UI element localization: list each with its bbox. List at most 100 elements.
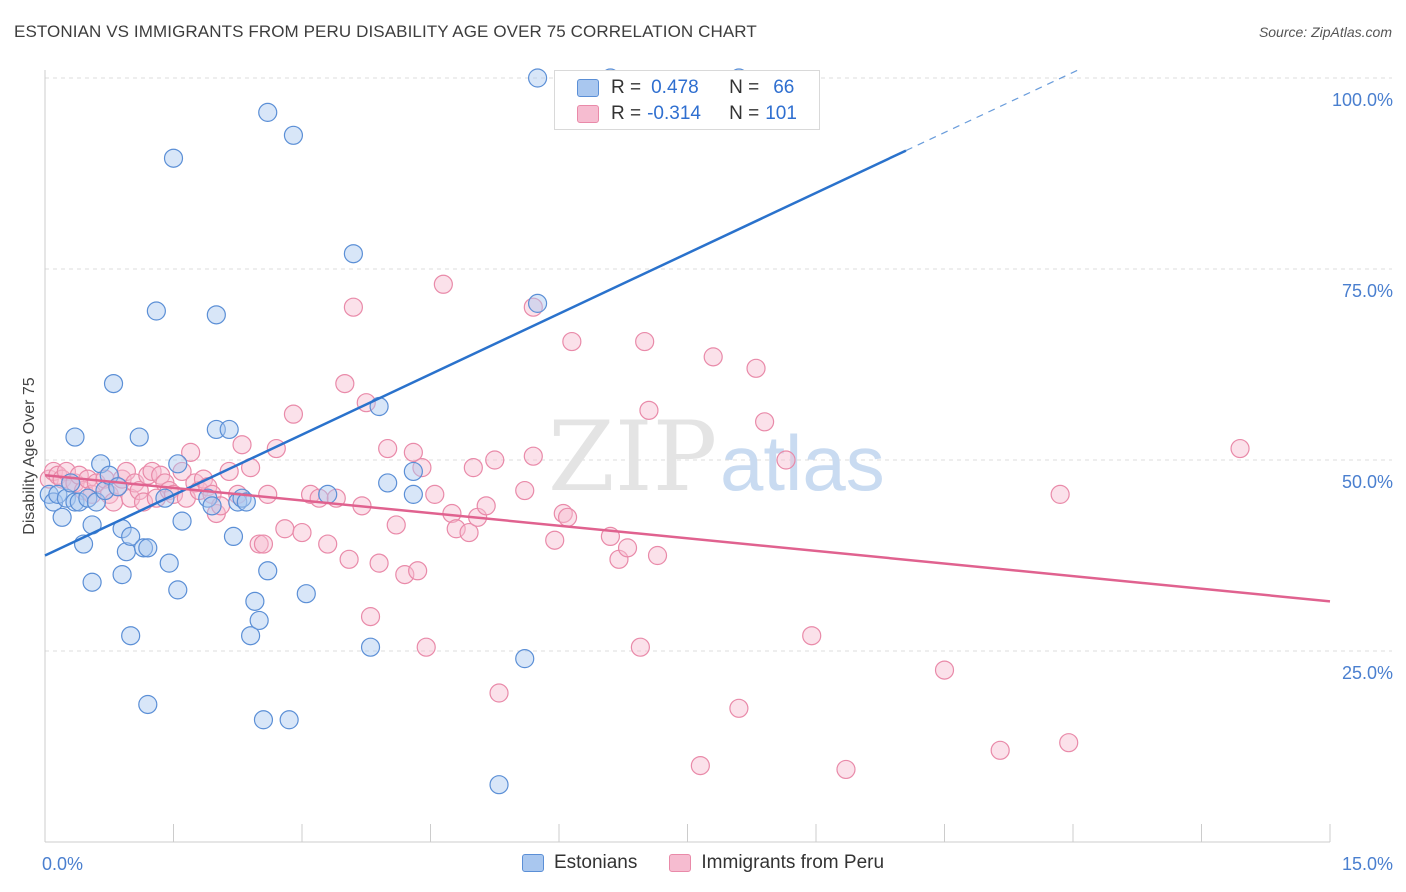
- peru-point: [515, 480, 535, 501]
- peru-point: [635, 331, 655, 352]
- peru-point: [639, 400, 659, 420]
- estonian-point: [65, 427, 85, 447]
- peru-point: [485, 450, 505, 470]
- estonian-point: [219, 419, 239, 440]
- peru-point: [802, 626, 822, 646]
- peru-point: [249, 534, 269, 554]
- estonian-point: [202, 496, 222, 516]
- legend-row-estonians: R = 0.478 N = 66: [577, 75, 794, 101]
- peru-point: [729, 698, 749, 718]
- trend-lines: [44, 69, 1331, 603]
- peru-point: [378, 438, 398, 459]
- peru-point: [386, 515, 406, 535]
- legend-n-label: N =: [729, 77, 760, 98]
- peru-point: [283, 404, 304, 424]
- peru-point: [232, 435, 252, 455]
- peru-point: [523, 446, 543, 466]
- peru-point: [253, 534, 274, 554]
- peru-point: [425, 484, 445, 504]
- correlation-legend: R = 0.478 N = 66 R = -0.314 N = 101: [554, 70, 820, 130]
- peru-point: [446, 519, 466, 539]
- peru-point: [630, 637, 650, 657]
- estonian-point: [168, 454, 188, 474]
- estonian-point: [403, 484, 423, 504]
- legend-swatch-pink: [577, 105, 599, 123]
- legend-item-peru: Immigrants from Peru: [669, 852, 884, 874]
- series-legend: Estonians Immigrants from Peru: [0, 852, 1406, 874]
- estonian-point: [133, 538, 154, 558]
- estonian-point: [146, 301, 166, 321]
- peru-trend-line: [44, 474, 1331, 603]
- grid-layer: [45, 77, 1392, 652]
- legend-swatch-pink: [669, 854, 692, 872]
- chart-title: ESTONIAN VS IMMIGRANTS FROM PERU DISABIL…: [14, 22, 757, 41]
- peru-point: [339, 549, 359, 569]
- estonian-point: [245, 591, 265, 611]
- y-axis-label: Disability Age Over 75: [21, 377, 38, 535]
- estonian-point: [241, 626, 261, 646]
- peru-point: [292, 522, 312, 543]
- peru-point: [403, 442, 423, 462]
- peru-point: [1050, 484, 1070, 504]
- legend-label-peru: Immigrants from Peru: [701, 852, 885, 873]
- legend-r-value: 0.478: [651, 77, 699, 98]
- peru-point: [360, 607, 381, 627]
- peru-point: [746, 358, 766, 378]
- estonian-point: [121, 626, 141, 646]
- estonian-point: [138, 694, 158, 715]
- peru-point: [934, 660, 955, 680]
- estonian-point: [65, 492, 85, 512]
- estonian-point: [108, 477, 128, 497]
- peru-point: [416, 637, 436, 657]
- series-peru-points: [39, 274, 1250, 780]
- watermark-atlas: atlas: [720, 419, 885, 507]
- peru-point: [647, 545, 668, 566]
- estonian-point: [360, 637, 381, 657]
- estonian-point: [258, 102, 278, 122]
- legend-item-estonians: Estonians: [521, 852, 637, 874]
- estonian-point: [168, 580, 188, 600]
- estonian-point: [258, 561, 278, 581]
- peru-point: [369, 553, 389, 573]
- peru-point: [1059, 733, 1079, 753]
- estonian-point: [343, 244, 363, 264]
- estonian-point: [172, 511, 192, 531]
- peru-point: [776, 450, 796, 470]
- estonian-point: [489, 775, 509, 795]
- estonian-point: [223, 526, 244, 547]
- peru-point: [545, 530, 565, 550]
- legend-n-label: N =: [729, 103, 760, 124]
- estonian-point: [82, 572, 102, 592]
- estonian-point: [527, 293, 548, 313]
- peru-point: [703, 347, 723, 367]
- estonian-point: [378, 473, 398, 493]
- estonian-point: [163, 148, 184, 168]
- peru-point: [181, 442, 201, 462]
- estonian-point: [103, 374, 124, 394]
- peru-point: [557, 507, 578, 527]
- estonian-point: [159, 553, 179, 573]
- estonian-point: [236, 492, 256, 512]
- watermark: ZIP atlas: [548, 401, 885, 513]
- y-tick-label: 25.0%: [1342, 663, 1393, 683]
- peru-point: [1230, 438, 1250, 459]
- peru-point: [562, 331, 582, 352]
- peru-point: [476, 496, 496, 516]
- legend-swatch-blue: [521, 854, 544, 872]
- estonian-point: [112, 564, 132, 585]
- peru-point: [258, 484, 278, 504]
- legend-r-value: -0.314: [647, 103, 701, 124]
- estonians-trend-extension: [905, 69, 1078, 152]
- peru-point: [335, 374, 355, 394]
- estonian-point: [527, 68, 548, 88]
- peru-point: [463, 458, 483, 478]
- estonian-point: [206, 305, 226, 325]
- series-estonians-points: [39, 68, 749, 795]
- peru-point: [836, 759, 856, 780]
- estonian-point: [515, 649, 535, 669]
- x-tick-label-min: 0.0%: [42, 854, 83, 874]
- legend-row-peru: R = -0.314 N = 101: [577, 101, 797, 127]
- peru-point: [489, 683, 509, 703]
- estonian-point: [138, 538, 158, 558]
- estonian-point: [253, 710, 274, 730]
